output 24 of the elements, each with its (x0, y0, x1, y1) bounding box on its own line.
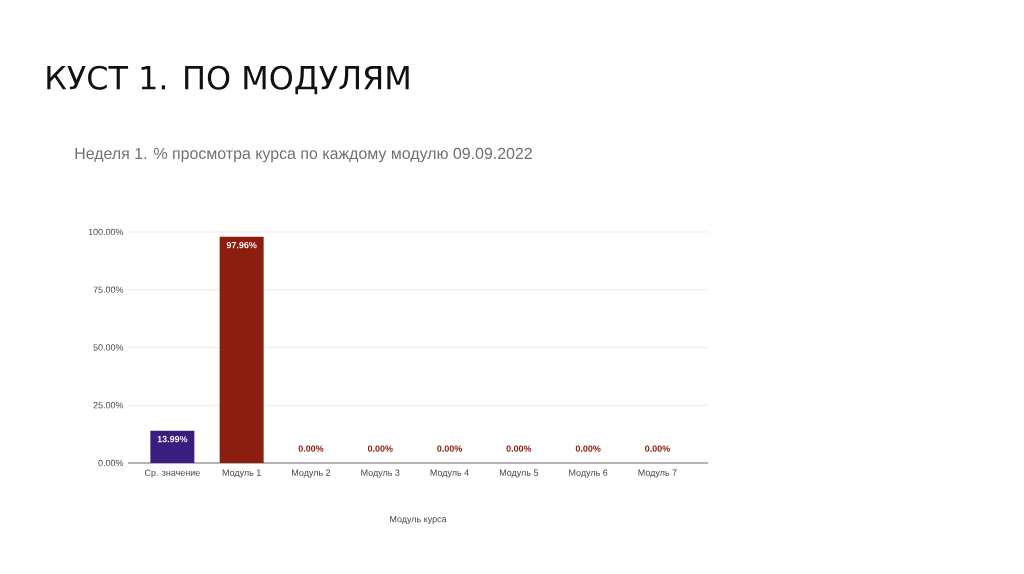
data-label: 97.96% (226, 241, 257, 249)
y-tick-label: 25.00% (93, 402, 124, 409)
x-axis-title: Модуль курса (390, 515, 447, 524)
x-tick-label: Модуль 6 (569, 469, 608, 478)
data-label: 13.99% (157, 435, 188, 443)
x-tick-label: Ср. значение (144, 469, 200, 478)
y-tick-label: 75.00% (93, 286, 124, 293)
chart-title: КУСТ 1. ПО МОДУЛЯМ (47, 65, 409, 95)
data-label: 0.00% (645, 445, 670, 452)
chart-subtitle: Неделя 1. % просмотра курса по каждому модулю 09.09.2022 (75, 147, 532, 163)
x-tick-label: Модуль 4 (430, 469, 469, 478)
x-tick-label: Модуль 2 (292, 469, 331, 478)
data-label: 0.00% (506, 445, 532, 452)
x-tick-label: Модуль 3 (361, 469, 400, 478)
data-label: 0.00% (367, 445, 393, 452)
data-label: 0.00% (575, 445, 601, 452)
y-tick-label: 100.00% (88, 228, 124, 236)
y-tick-label: 0.00% (98, 459, 124, 467)
x-tick-label: Модуль 1 (222, 469, 261, 478)
data-label: 0.00% (437, 445, 462, 452)
y-tick-label: 50.00% (93, 344, 124, 351)
data-label: 0.00% (298, 445, 324, 452)
x-tick-label: Модуль 7 (638, 469, 677, 478)
x-tick-label: Модуль 5 (499, 469, 539, 478)
